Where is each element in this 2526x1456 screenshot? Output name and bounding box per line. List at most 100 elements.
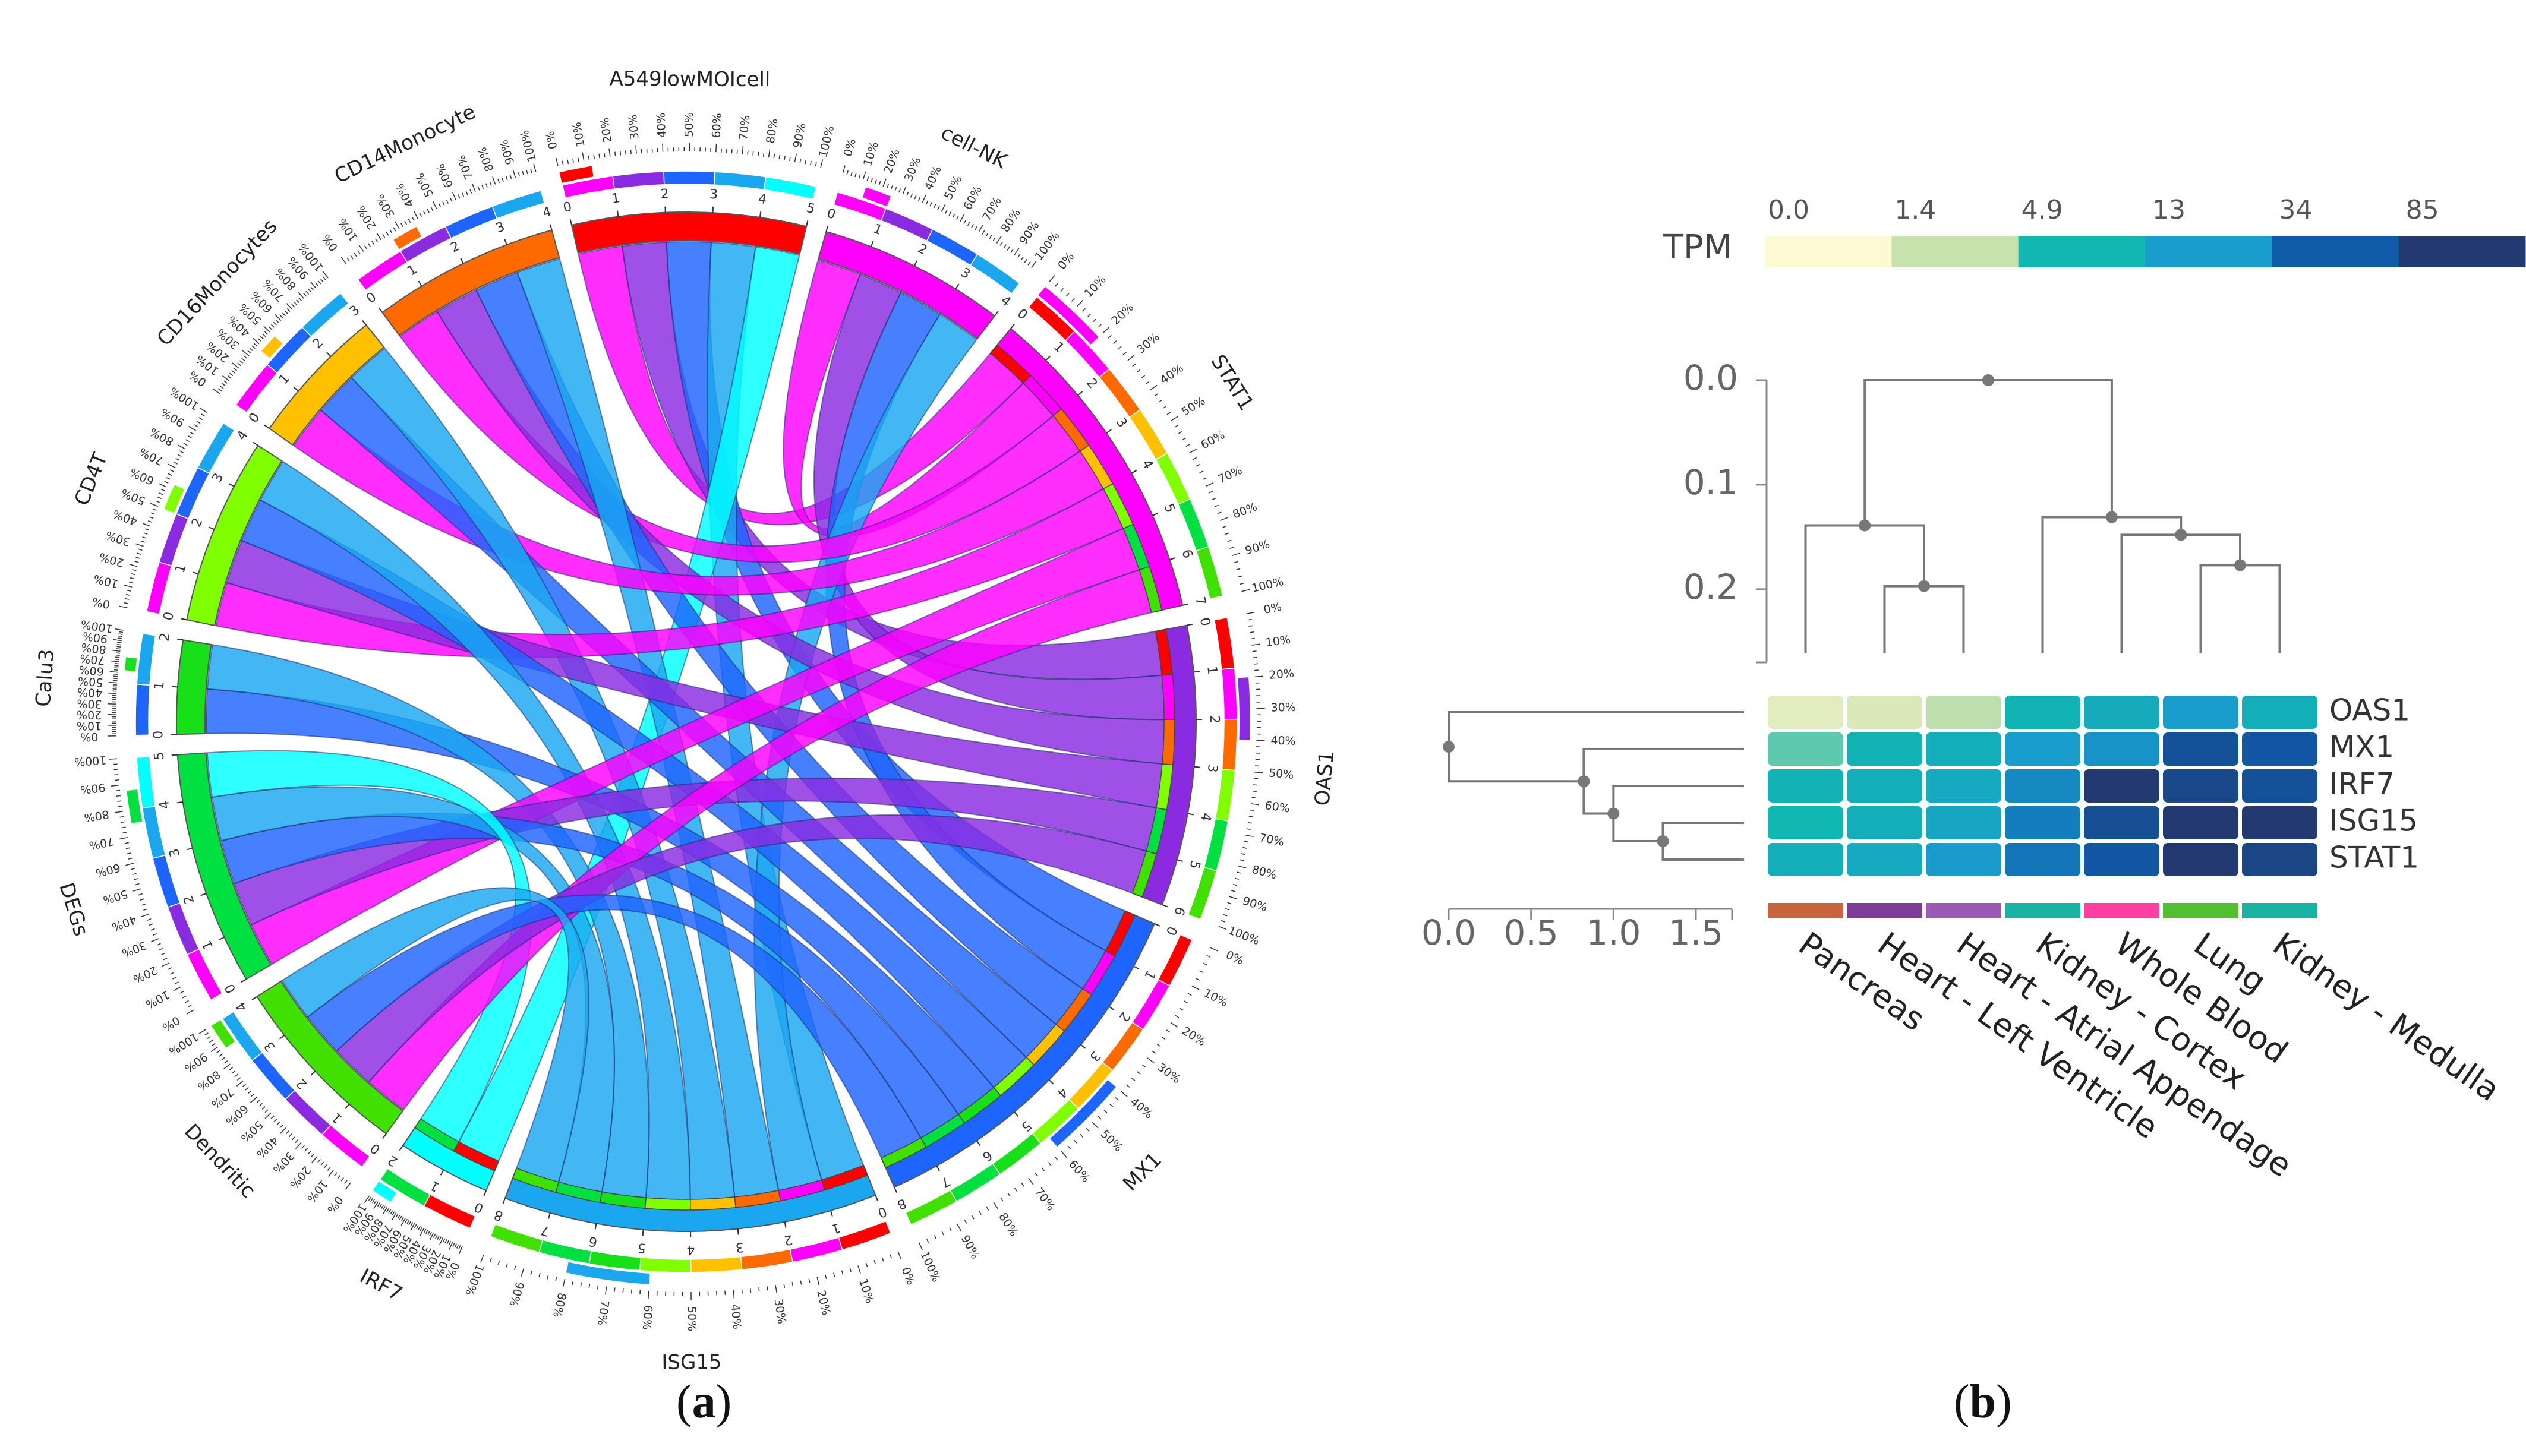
sector-tick-stat1 [1131, 469, 1137, 474]
sector-inner-strip-irf7-degs [414, 1118, 460, 1152]
percent-tick-isg15 [808, 1278, 811, 1283]
percent-tick-oas1 [1242, 847, 1247, 849]
sector-tick-label-stat1: 1 [1051, 339, 1067, 356]
percent-tick-degs [128, 857, 133, 860]
chord-diagram: 01 2 3 45 0123401234567012345601234567801234… [31, 67, 1339, 1375]
percent-tick-degs [179, 991, 184, 994]
sector-tick-mx1 [894, 1186, 898, 1193]
heatmap-cell-irf7-kidney-cortex [2005, 769, 2080, 803]
percent-tick-cd4t [124, 602, 128, 604]
percent-tick-isg15 [555, 1277, 557, 1281]
percent-ring-cd4t-isg15 [197, 422, 235, 475]
percent-tick-cd16monocytes [222, 383, 226, 387]
percent-tick-isg15 [833, 1272, 835, 1277]
percent-tick-mx1 [1199, 970, 1204, 973]
row-dendrogram-tick-label-1-5: 1.5 [1669, 912, 1723, 953]
percent-tick-cd14monocyte [371, 241, 375, 245]
percent-tick-dendritic [344, 1180, 348, 1184]
percent-tick-cd14monocyte [442, 201, 445, 206]
percent-tick-label-cd4t: 50% [119, 486, 147, 507]
sector-tick-label-cd16monocytes: 2 [310, 335, 326, 352]
percent-tick-stat1 [1054, 283, 1058, 287]
percent-tick-stat1 [1071, 298, 1075, 302]
percent-tick-dendritic [307, 1151, 311, 1155]
column-dendrogram-tick-label-0-2: 0.2 [1683, 567, 1738, 607]
percent-tick-label-degs: 90% [80, 781, 106, 797]
percent-tick-a549lowmoicell [614, 151, 616, 156]
percent-tick-mx1 [979, 1211, 982, 1215]
percent-tick-label-dendritic: 50% [238, 1118, 266, 1145]
percent-tick-degs [168, 967, 172, 970]
percent-tick-stat1 [1171, 416, 1178, 422]
percent-tick-isg15 [506, 1263, 508, 1268]
percent-tick-degs [150, 928, 155, 931]
row-dendrogram-branch-2-3-4 [1612, 785, 1744, 842]
percent-tick-oas1 [1250, 631, 1254, 633]
percent-tick-stat1 [1219, 517, 1228, 521]
percent-tick-label-a549lowmoicell: 10% [570, 121, 588, 148]
row-dendrogram-tick-label-0-5: 0.5 [1504, 912, 1559, 953]
percent-tick-cd14monocyte [526, 169, 528, 175]
percent-tick-degs [149, 923, 153, 926]
sector-tick-label-cd14monocyte: 2 [448, 239, 462, 256]
sector-tick-isg15 [737, 1228, 739, 1235]
percent-tick-cd16monocytes [270, 324, 275, 328]
sector-tick-label-stat1: 7 [1192, 595, 1209, 607]
percent-ring2-a549lowmoicell [559, 166, 594, 183]
percent-tick-cd16monocytes [232, 362, 239, 369]
sector-tick-label-oas1: 3 [1204, 763, 1220, 773]
percent-tick-cd14monocyte [450, 197, 453, 203]
percent-tick-mx1 [971, 1215, 975, 1220]
heatmap-cell-mx1-kidney-cortex [2005, 732, 2080, 766]
percent-tick-stat1 [1065, 293, 1070, 297]
sector-tick-irf7 [440, 1169, 444, 1176]
percent-tick-a549lowmoicell [619, 151, 622, 156]
percent-tick-dendritic [304, 1148, 308, 1152]
percent-tick-cd16monocytes [308, 289, 312, 293]
percent-tick-cd4t [138, 548, 143, 551]
sector-tick-label-degs: 0 [222, 981, 239, 996]
percent-tick-a549lowmoicell [641, 149, 642, 153]
percent-tick-cd14monocyte [492, 176, 496, 185]
percent-tick-cd4t [183, 443, 188, 446]
sector-tick-irf7 [399, 1145, 403, 1151]
colorbar-label: TPM [1663, 228, 1732, 267]
sector-arc-cd14monocyte [381, 229, 560, 337]
percent-tick-label-oas1: 20% [1269, 667, 1295, 682]
percent-tick-degs [119, 836, 128, 840]
percent-tick-oas1 [1223, 914, 1228, 917]
sector-tick-label-oas1: 5 [1186, 858, 1203, 870]
percent-ring-isg15-cd4t [639, 1256, 692, 1273]
percent-tick-stat1 [1217, 511, 1222, 514]
percent-tick-cd4t [164, 481, 169, 484]
sector-tick-label-isg15: 8 [492, 1207, 505, 1223]
percent-tick-cell-nk [866, 176, 869, 181]
percent-tick-cd16monocytes [263, 326, 270, 333]
percent-tick-stat1 [1238, 575, 1242, 578]
percent-tick-stat1 [1232, 552, 1240, 557]
percent-tick-cd16monocytes [262, 333, 266, 337]
percent-tick-cell-nk [898, 188, 901, 193]
percent-tick-mx1 [1007, 1192, 1011, 1197]
percent-tick-cd4t [135, 557, 140, 559]
sector-tick-label-calu3: 2 [157, 632, 174, 643]
sector-arc-cd4t [186, 444, 283, 627]
percent-tick-isg15 [733, 1290, 735, 1299]
percent-tick-mx1 [1115, 1097, 1119, 1101]
percent-tick-cd16monocytes [269, 326, 273, 330]
percent-tick-degs [125, 863, 134, 866]
percent-tick-cd14monocyte [389, 229, 393, 233]
percent-tick-isg15 [897, 1251, 901, 1259]
percent-tick-cell-nk [874, 179, 877, 184]
percent-tick-a549lowmoicell [577, 157, 579, 162]
percent-tick-oas1 [1234, 877, 1240, 880]
percent-tick-label-degs: 40% [110, 913, 138, 934]
percent-tick-label-calu3: 10% [77, 719, 102, 732]
percent-tick-label-mx1: 90% [958, 1233, 982, 1262]
percent-tick-irf7 [427, 1230, 430, 1235]
percent-tick-label-oas1: 60% [1264, 799, 1291, 816]
percent-tick-oas1 [1240, 859, 1244, 861]
percent-tick-cd4t [201, 413, 205, 417]
percent-tick-calu3 [111, 660, 119, 662]
percent-tick-cd16monocytes [241, 358, 245, 361]
